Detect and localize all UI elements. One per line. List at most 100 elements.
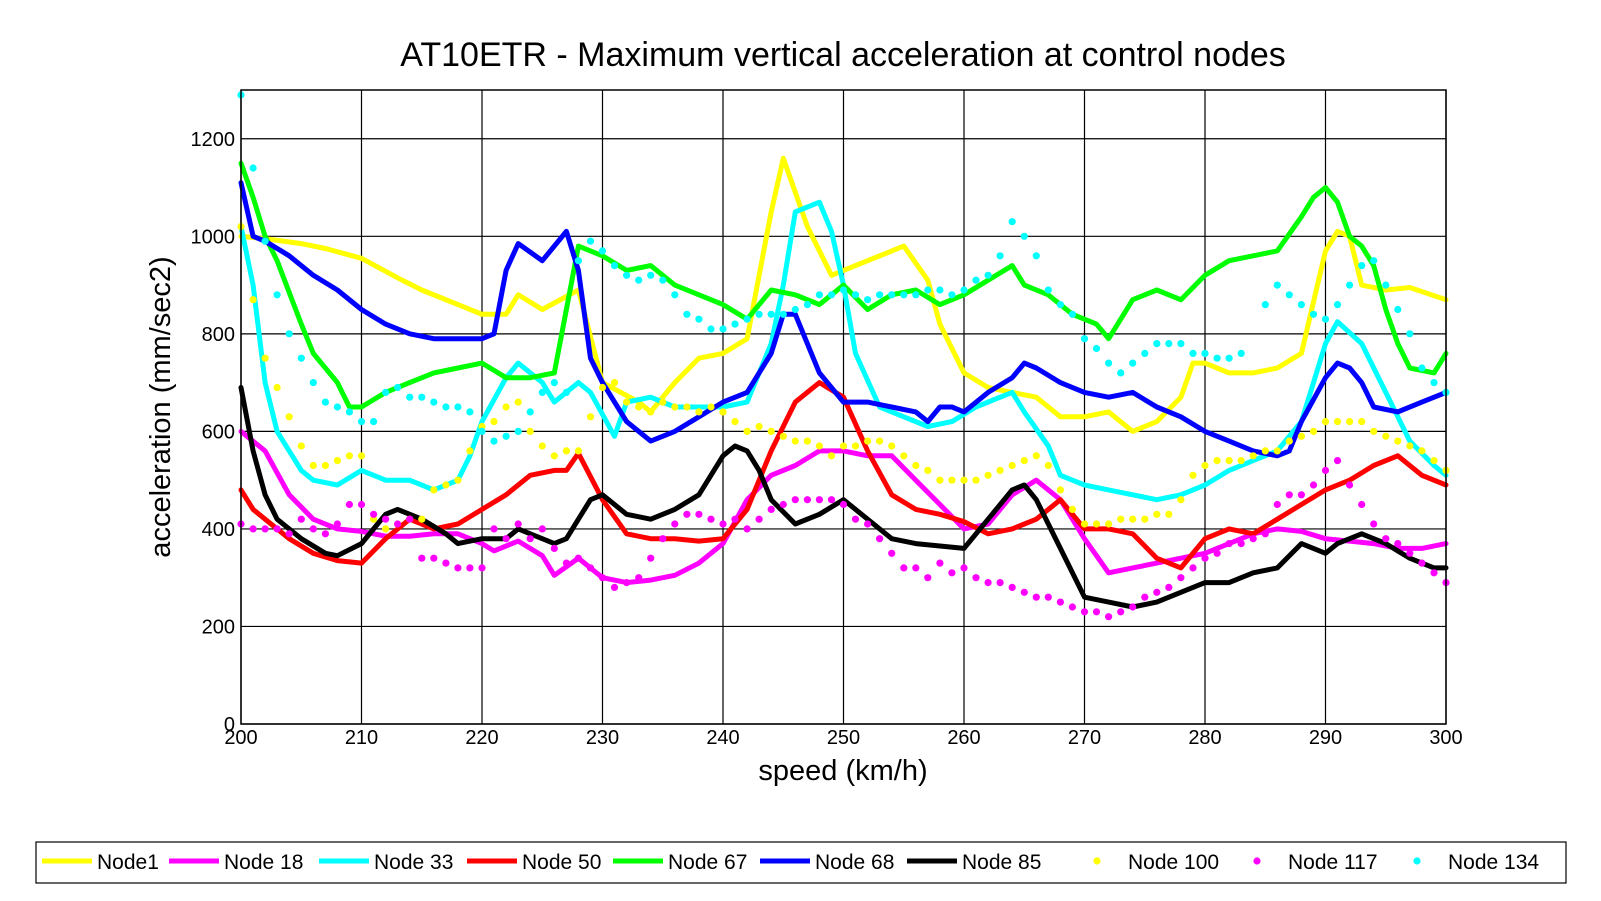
data-point: [1189, 564, 1197, 572]
data-point: [791, 496, 799, 504]
data-point: [683, 403, 691, 411]
data-point: [1213, 354, 1221, 362]
data-point: [502, 432, 510, 440]
data-point: [900, 452, 908, 460]
data-point: [743, 315, 751, 323]
data-point: [598, 383, 607, 392]
x-tick-label: 240: [706, 727, 739, 749]
data-point: [1008, 218, 1016, 226]
data-point: [1309, 427, 1318, 435]
data-point: [924, 574, 932, 582]
data-point: [876, 291, 884, 299]
data-point: [357, 418, 366, 426]
series-node-33: [238, 199, 1449, 503]
data-point: [454, 403, 462, 411]
series-line: [238, 180, 1449, 459]
data-point: [1092, 520, 1101, 528]
data-point: [731, 418, 739, 426]
legend-label: Node 33: [374, 851, 453, 874]
data-point: [635, 276, 643, 284]
data-point: [1201, 349, 1209, 357]
x-tick-label: 220: [465, 727, 498, 749]
legend-swatch: [1093, 857, 1101, 865]
data-point: [1261, 301, 1269, 309]
data-point: [370, 418, 378, 426]
data-point: [490, 525, 498, 533]
data-point: [1285, 291, 1293, 299]
data-point: [1044, 286, 1052, 294]
data-point: [827, 452, 836, 460]
data-point: [779, 432, 787, 440]
data-point: [562, 388, 571, 396]
series-node-68: [238, 180, 1449, 459]
data-point: [586, 413, 595, 421]
data-point: [1237, 457, 1245, 465]
legend-label: Node 18: [224, 851, 303, 874]
data-point: [418, 515, 426, 523]
data-point: [876, 437, 884, 445]
series-node-50: [238, 380, 1449, 571]
data-point: [1165, 583, 1173, 592]
legend: Node1 Node 18 Node 33 Node 50 Node 67 Node 68…: [42, 851, 1539, 874]
data-point: [297, 515, 305, 523]
data-point: [635, 403, 643, 411]
legend-item: Node 100: [1093, 851, 1219, 874]
data-point: [466, 564, 474, 572]
legend-label: Node 50: [522, 851, 601, 874]
data-point: [1165, 510, 1173, 518]
data-point: [1153, 340, 1161, 348]
data-point: [767, 505, 775, 513]
legend-label: Node 67: [668, 851, 747, 874]
series-node-117: [237, 457, 1450, 621]
data-point: [610, 379, 619, 387]
data-point: [1189, 349, 1197, 357]
data-point: [695, 315, 703, 323]
x-tick-label: 270: [1068, 727, 1101, 749]
data-point: [442, 481, 450, 489]
data-point: [912, 564, 920, 572]
data-point: [659, 276, 667, 284]
data-point: [1117, 515, 1125, 523]
data-point: [851, 291, 860, 299]
series-line: [238, 160, 1449, 410]
data-point: [1225, 457, 1233, 465]
data-point: [394, 520, 402, 528]
data-point: [610, 262, 619, 270]
data-point: [695, 510, 703, 518]
x-tick-label: 200: [224, 727, 257, 749]
y-tick-label: 600: [202, 421, 235, 443]
data-point: [791, 437, 799, 445]
data-point: [321, 530, 329, 538]
data-point: [1056, 301, 1064, 309]
data-point: [1105, 359, 1113, 367]
data-point: [743, 525, 751, 533]
data-point: [1358, 418, 1366, 426]
series-node1: [238, 155, 1449, 434]
data-point: [623, 398, 631, 406]
legend-item: Node 18: [169, 851, 303, 874]
data-point: [550, 379, 558, 387]
y-tick-label: 0: [224, 714, 235, 736]
data-point: [297, 354, 305, 362]
data-point: [731, 515, 739, 523]
y-tick-label: 1200: [191, 129, 236, 151]
data-point: [912, 291, 920, 299]
data-point: [972, 574, 980, 582]
data-point: [586, 564, 595, 572]
legend-item: Node 68: [760, 851, 894, 874]
data-point: [1068, 603, 1076, 611]
data-point: [1418, 364, 1426, 372]
data-point: [731, 320, 739, 328]
data-point: [1056, 598, 1064, 606]
data-point: [1297, 301, 1305, 309]
data-point: [309, 525, 317, 533]
data-point: [1406, 442, 1414, 450]
data-point: [1273, 447, 1281, 455]
data-point: [1080, 608, 1089, 616]
data-point: [1201, 461, 1209, 470]
data-point: [321, 398, 329, 406]
data-point: [1008, 461, 1016, 470]
series-line: [238, 380, 1449, 571]
data-point: [478, 427, 486, 435]
data-point: [1117, 608, 1125, 616]
